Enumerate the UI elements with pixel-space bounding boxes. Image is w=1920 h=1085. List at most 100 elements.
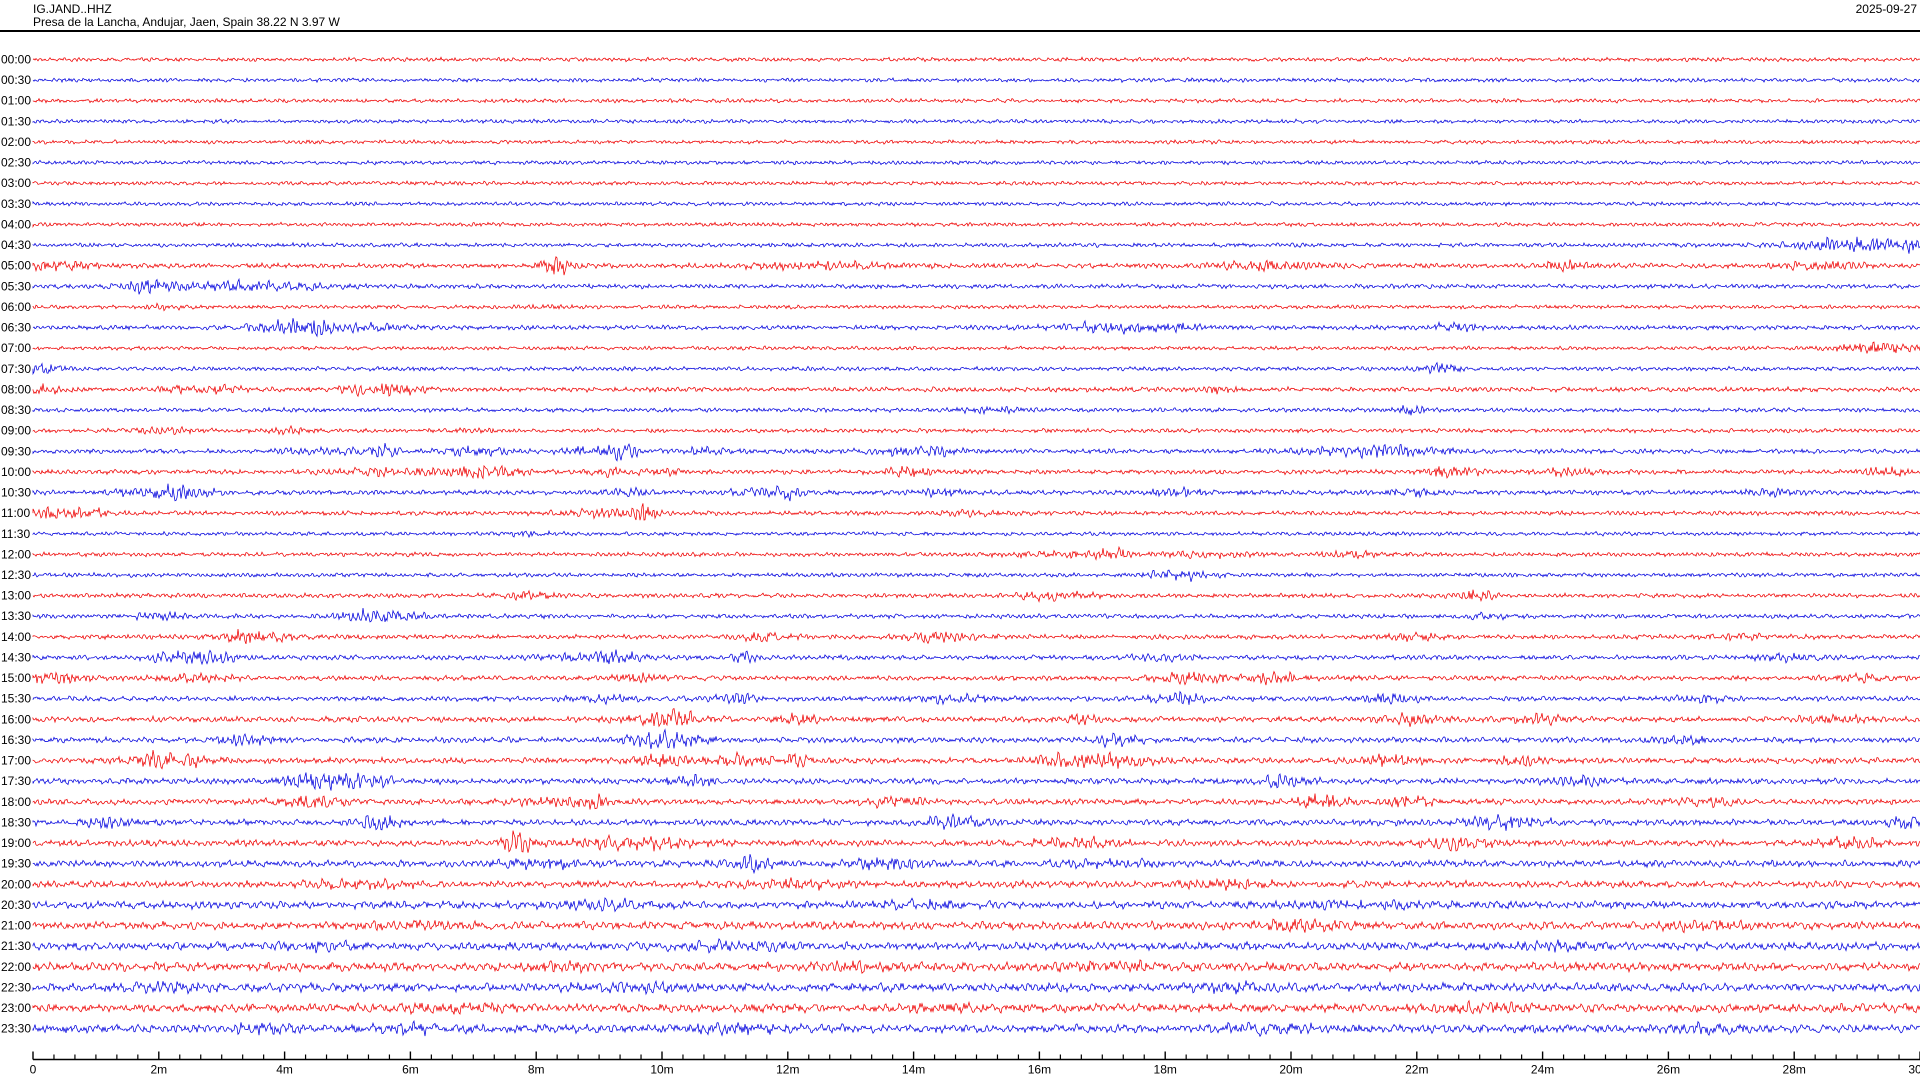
axis-tick-label: 0 bbox=[30, 1063, 37, 1077]
trace-time-label: 22:30 bbox=[1, 980, 31, 994]
trace-13-00 bbox=[32, 589, 1920, 603]
trace-04-00 bbox=[32, 221, 1920, 228]
trace-time-label: 18:00 bbox=[1, 795, 31, 809]
trace-09-30 bbox=[32, 443, 1920, 462]
trace-04-30 bbox=[32, 236, 1920, 254]
trace-time-label: 00:00 bbox=[1, 53, 31, 67]
trace-20-00 bbox=[32, 877, 1920, 891]
trace-time-label: 01:30 bbox=[1, 114, 31, 128]
trace-time-label: 15:30 bbox=[1, 692, 31, 706]
trace-16-00 bbox=[32, 708, 1920, 728]
axis-tick-label: 20m bbox=[1279, 1063, 1302, 1077]
axis-tick-label: 22m bbox=[1405, 1063, 1428, 1077]
trace-time-label: 17:30 bbox=[1, 774, 31, 788]
trace-time-label: 20:00 bbox=[1, 877, 31, 891]
trace-time-label: 05:30 bbox=[1, 279, 31, 293]
trace-time-label: 03:30 bbox=[1, 197, 31, 211]
axis-tick-label: 26m bbox=[1657, 1063, 1680, 1077]
trace-time-label: 13:30 bbox=[1, 609, 31, 623]
trace-14-00 bbox=[32, 628, 1920, 645]
trace-08-00 bbox=[32, 383, 1920, 398]
axis-tick-label: 2m bbox=[150, 1063, 167, 1077]
trace-time-label: 14:30 bbox=[1, 651, 31, 665]
trace-time-label: 09:30 bbox=[1, 444, 31, 458]
trace-02-30 bbox=[32, 159, 1920, 166]
station-location: Presa de la Lancha, Andujar, Jaen, Spain… bbox=[33, 15, 340, 29]
trace-time-label: 10:00 bbox=[1, 465, 31, 479]
trace-00-00 bbox=[32, 56, 1920, 63]
trace-17-30 bbox=[32, 772, 1920, 791]
trace-10-30 bbox=[32, 483, 1920, 502]
trace-time-label: 03:00 bbox=[1, 176, 31, 190]
trace-03-30 bbox=[32, 200, 1920, 208]
trace-time-label: 06:30 bbox=[1, 321, 31, 335]
trace-18-00 bbox=[32, 793, 1920, 810]
trace-22-30 bbox=[32, 979, 1920, 996]
trace-time-label: 18:30 bbox=[1, 815, 31, 829]
trace-17-00 bbox=[32, 750, 1920, 770]
trace-time-label: 16:30 bbox=[1, 733, 31, 747]
trace-09-00 bbox=[32, 424, 1920, 436]
trace-time-label: 12:30 bbox=[1, 568, 31, 582]
trace-08-30 bbox=[32, 404, 1920, 416]
axis-tick-label: 10m bbox=[650, 1063, 673, 1077]
trace-07-30 bbox=[32, 361, 1920, 376]
trace-15-30 bbox=[32, 690, 1920, 706]
trace-03-00 bbox=[32, 180, 1920, 187]
axis-tick-label: 6m bbox=[402, 1063, 419, 1077]
trace-00-30 bbox=[32, 77, 1920, 84]
trace-time-label: 07:00 bbox=[1, 341, 31, 355]
trace-time-label: 09:00 bbox=[1, 424, 31, 438]
trace-21-30 bbox=[32, 938, 1920, 954]
trace-time-label: 23:30 bbox=[1, 1022, 31, 1036]
trace-05-00 bbox=[32, 256, 1920, 276]
trace-time-label: 20:30 bbox=[1, 898, 31, 912]
trace-10-00 bbox=[32, 464, 1920, 480]
trace-time-label: 05:00 bbox=[1, 259, 31, 273]
trace-time-label: 04:00 bbox=[1, 218, 31, 232]
trace-time-label: 23:00 bbox=[1, 1001, 31, 1015]
trace-time-label: 19:30 bbox=[1, 857, 31, 871]
trace-time-label: 19:00 bbox=[1, 836, 31, 850]
trace-15-00 bbox=[32, 670, 1920, 686]
trace-11-30 bbox=[32, 529, 1920, 539]
trace-time-label: 16:00 bbox=[1, 712, 31, 726]
trace-12-00 bbox=[32, 545, 1920, 561]
trace-19-00 bbox=[32, 830, 1920, 853]
trace-time-label: 07:30 bbox=[1, 362, 31, 376]
trace-time-label: 22:00 bbox=[1, 960, 31, 974]
trace-time-label: 13:00 bbox=[1, 589, 31, 603]
trace-21-00 bbox=[32, 917, 1920, 934]
trace-01-30 bbox=[32, 118, 1920, 125]
axis-tick-label: 28m bbox=[1783, 1063, 1806, 1077]
plot-header: IG.JAND..HHZ Presa de la Lancha, Andujar… bbox=[0, 0, 1920, 30]
trace-time-label: 08:00 bbox=[1, 382, 31, 396]
trace-06-00 bbox=[32, 302, 1920, 312]
axis-tick-label: 24m bbox=[1531, 1063, 1554, 1077]
axis-tick-label: 8m bbox=[528, 1063, 545, 1077]
trace-time-label: 21:30 bbox=[1, 939, 31, 953]
trace-time-label: 04:30 bbox=[1, 238, 31, 252]
axis-tick-label: 4m bbox=[276, 1063, 293, 1077]
trace-20-30 bbox=[32, 897, 1920, 913]
trace-12-30 bbox=[32, 569, 1920, 582]
trace-23-30 bbox=[32, 1019, 1920, 1038]
trace-11-00 bbox=[32, 503, 1920, 521]
trace-time-label: 06:00 bbox=[1, 300, 31, 314]
trace-06-30 bbox=[32, 318, 1920, 338]
trace-time-label: 11:00 bbox=[1, 506, 30, 520]
axis-tick-label: 16m bbox=[1028, 1063, 1051, 1077]
trace-18-30 bbox=[32, 813, 1920, 831]
trace-time-label: 14:00 bbox=[1, 630, 31, 644]
trace-time-label: 00:30 bbox=[1, 73, 31, 87]
trace-13-30 bbox=[32, 608, 1920, 623]
axis-tick-label: 14m bbox=[902, 1063, 925, 1077]
axis-tick-label: 18m bbox=[1154, 1063, 1177, 1077]
trace-05-30 bbox=[32, 277, 1920, 295]
trace-time-label: 21:00 bbox=[1, 919, 31, 933]
trace-16-30 bbox=[32, 728, 1920, 750]
trace-19-30 bbox=[32, 854, 1920, 875]
trace-time-label: 11:30 bbox=[1, 527, 30, 541]
